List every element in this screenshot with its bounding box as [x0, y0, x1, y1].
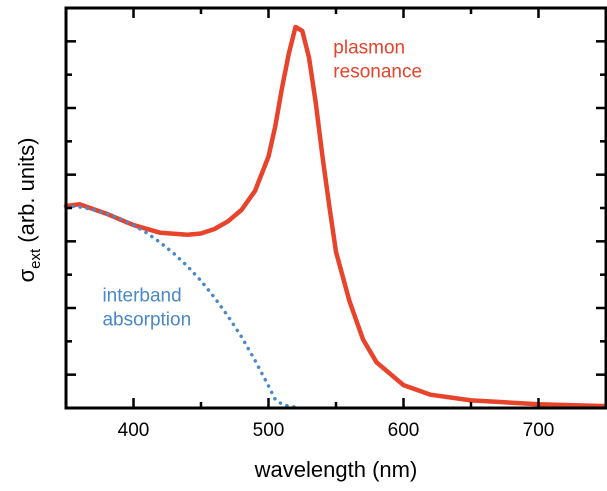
series-line-plasmon-resonance [63, 24, 607, 409]
x-tick-label: 700 [523, 420, 555, 441]
x-tick-label: 500 [253, 420, 285, 441]
x-tick-label: 400 [118, 420, 150, 441]
annotation-plasmon-resonance: plasmon resonance [333, 38, 422, 83]
y-axis-label-rest: (arb. units) [14, 138, 39, 249]
x-axis-label: wavelength (nm) [254, 457, 418, 482]
x-tick-label: 600 [388, 420, 420, 441]
annotation-interband-absorption: interband absorption [102, 285, 191, 330]
y-axis-label-symbol: σ [14, 268, 39, 282]
series-line-interband-absorption [64, 204, 300, 410]
y-axis-label-subscript: ext [27, 248, 44, 269]
y-axis-label: σext (arb. units) [14, 138, 44, 283]
